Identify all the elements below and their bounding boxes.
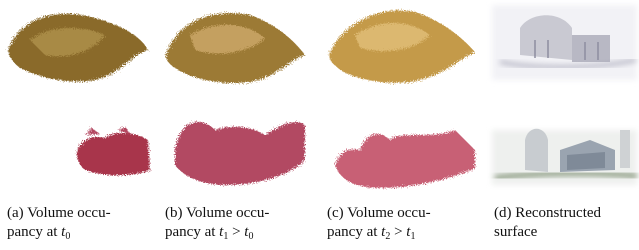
caption-b: (b) Volume occu-pancy at t1 > t0 xyxy=(165,204,269,242)
caption-text: > xyxy=(228,224,244,240)
caption-text: (d) Reconstructed xyxy=(494,205,601,221)
caption-line: (c) Volume occu- xyxy=(327,204,431,223)
volume-a-bottom xyxy=(77,127,150,175)
caption-line: (d) Reconstructed xyxy=(494,204,601,223)
caption-line: (a) Volume occu- xyxy=(7,204,111,223)
caption-d: (d) Reconstructed surface xyxy=(494,204,601,242)
caption-text: (a) Volume occu- xyxy=(7,205,111,221)
caption-line: pancy at t1 > t0 xyxy=(165,223,269,242)
figure-images xyxy=(0,0,639,200)
caption-line: (b) Volume occu- xyxy=(165,204,269,223)
caption-a: (a) Volume occu-pancy at t0 xyxy=(7,204,111,242)
caption-text: pancy at xyxy=(165,224,219,240)
caption-c: (c) Volume occu-pancy at t2 > t1 xyxy=(327,204,431,242)
page: (a) Volume occu-pancy at t0 (b) Volume o… xyxy=(0,0,639,250)
caption-line: surface xyxy=(494,223,601,242)
math-subscript: 1 xyxy=(410,231,415,242)
volume-b-bottom xyxy=(175,122,305,185)
caption-text: > xyxy=(390,224,406,240)
volume-c-bottom xyxy=(335,130,475,188)
caption-text: pancy at xyxy=(7,224,61,240)
caption-line: pancy at t0 xyxy=(7,223,111,242)
math-subscript: 0 xyxy=(65,231,70,242)
caption-text: pancy at xyxy=(327,224,381,240)
surface-d-bottom xyxy=(492,129,637,185)
caption-text: surface xyxy=(494,224,537,240)
caption-text: (b) Volume occu- xyxy=(165,205,269,221)
volume-a-top xyxy=(8,14,148,82)
surface-d-top xyxy=(492,5,637,80)
math-subscript: 0 xyxy=(248,231,253,242)
volume-c-top xyxy=(329,10,475,82)
volume-b-top xyxy=(166,13,305,83)
caption-text: (c) Volume occu- xyxy=(327,205,431,221)
caption-line: pancy at t2 > t1 xyxy=(327,223,431,242)
